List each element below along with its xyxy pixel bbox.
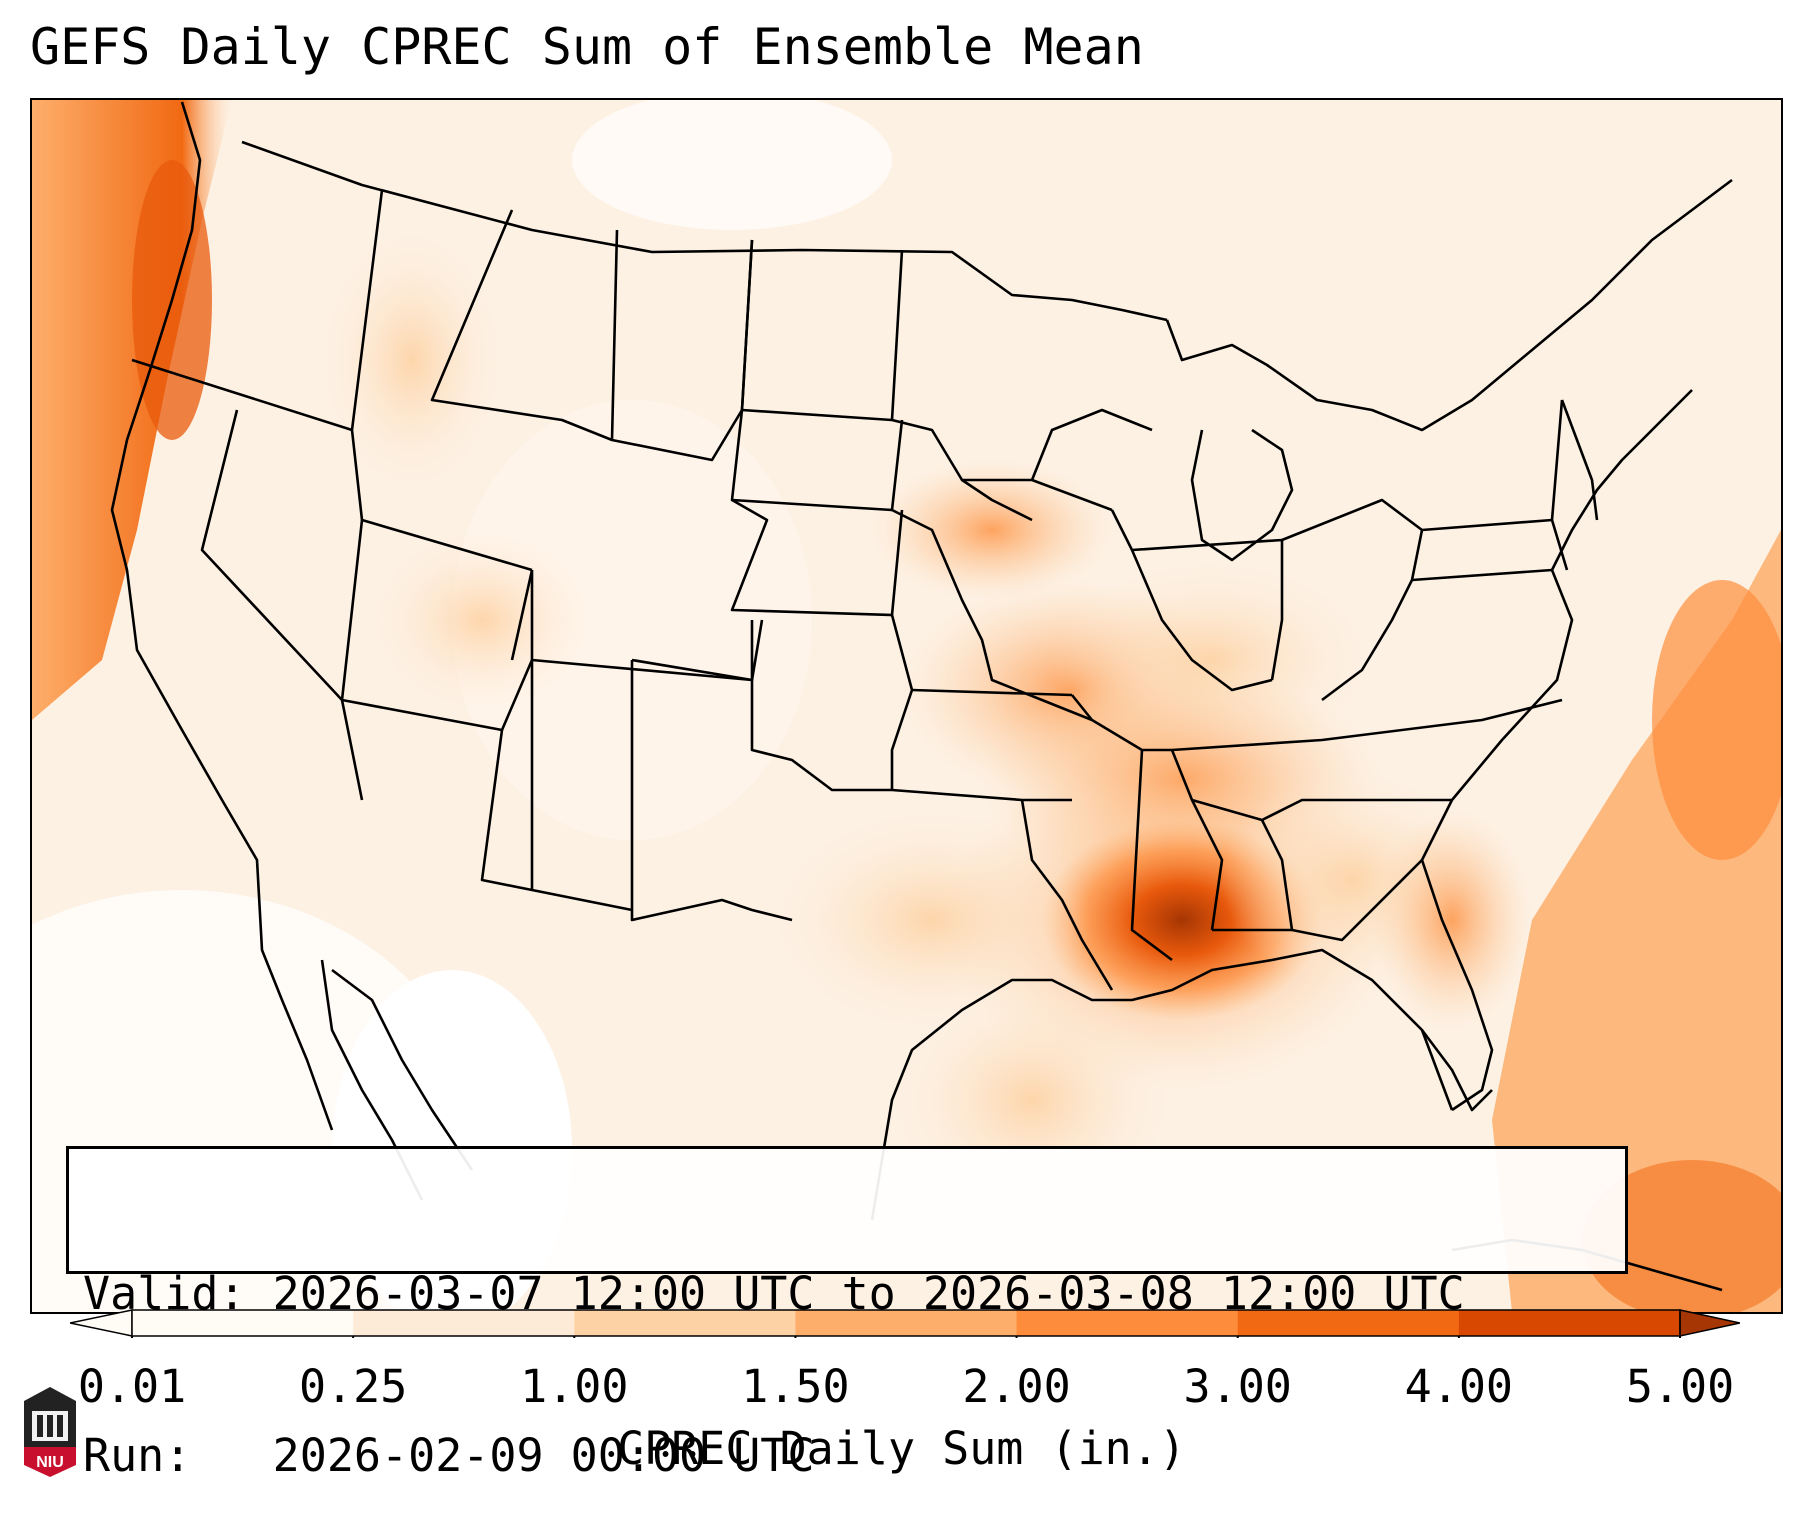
colorbar-extend-max: [1679, 1309, 1740, 1337]
colorbar-segment: [1237, 1310, 1460, 1336]
colorbar-segment: [795, 1310, 1018, 1336]
colorbar-tick-label: 1.50: [741, 1360, 850, 1413]
map-title: GEFS Daily CPREC Sum of Ensemble Mean: [30, 18, 1144, 76]
colorbar-tick-label: 0.25: [298, 1360, 408, 1413]
precip-map: [30, 98, 1783, 1314]
state-borders: [110, 101, 1733, 1292]
run-time-text: Run: 2026-02-09 00:00 UTC: [83, 1429, 815, 1482]
precip-dry-plains: [452, 400, 812, 840]
svg-text:NIU: NIU: [36, 1454, 64, 1471]
colorbar-segment: [1016, 1310, 1239, 1336]
colorbar-segment: [574, 1310, 796, 1336]
colorbar: [70, 1309, 1740, 1338]
colorbar-tick-label: 2.00: [962, 1360, 1071, 1413]
colorbar-tick-label: 3.00: [1183, 1360, 1292, 1413]
colorbar-segment: [132, 1310, 354, 1336]
colorbar-tick-label: 4.00: [1404, 1360, 1514, 1413]
east-coastline: [1420, 389, 1693, 1112]
precip-texas: [772, 810, 1092, 1030]
colorbar-tick-label: 0.01: [77, 1360, 187, 1413]
colorbar-tick-label: 5.00: [1625, 1360, 1735, 1413]
colorbar-segment: [353, 1310, 575, 1336]
colorbar-outline: [131, 1309, 1681, 1337]
valid-run-infobox: Valid: 2026-03-07 12:00 UTC to 2026-03-0…: [66, 1146, 1628, 1482]
colorbar-segment: [1458, 1310, 1681, 1336]
precip-dry-canada: [572, 100, 892, 230]
precip-iowa: [872, 460, 1112, 600]
colorbar-extend-min: [70, 1309, 133, 1337]
colorbar-tick-label: 1.00: [520, 1360, 629, 1413]
niu-logo: NIU: [24, 1387, 76, 1477]
west-coastline: [110, 101, 334, 1131]
gulf-coastline: [870, 948, 1454, 1221]
colorbar-label: CPREC Daily Sum (in.): [617, 1422, 1186, 1475]
